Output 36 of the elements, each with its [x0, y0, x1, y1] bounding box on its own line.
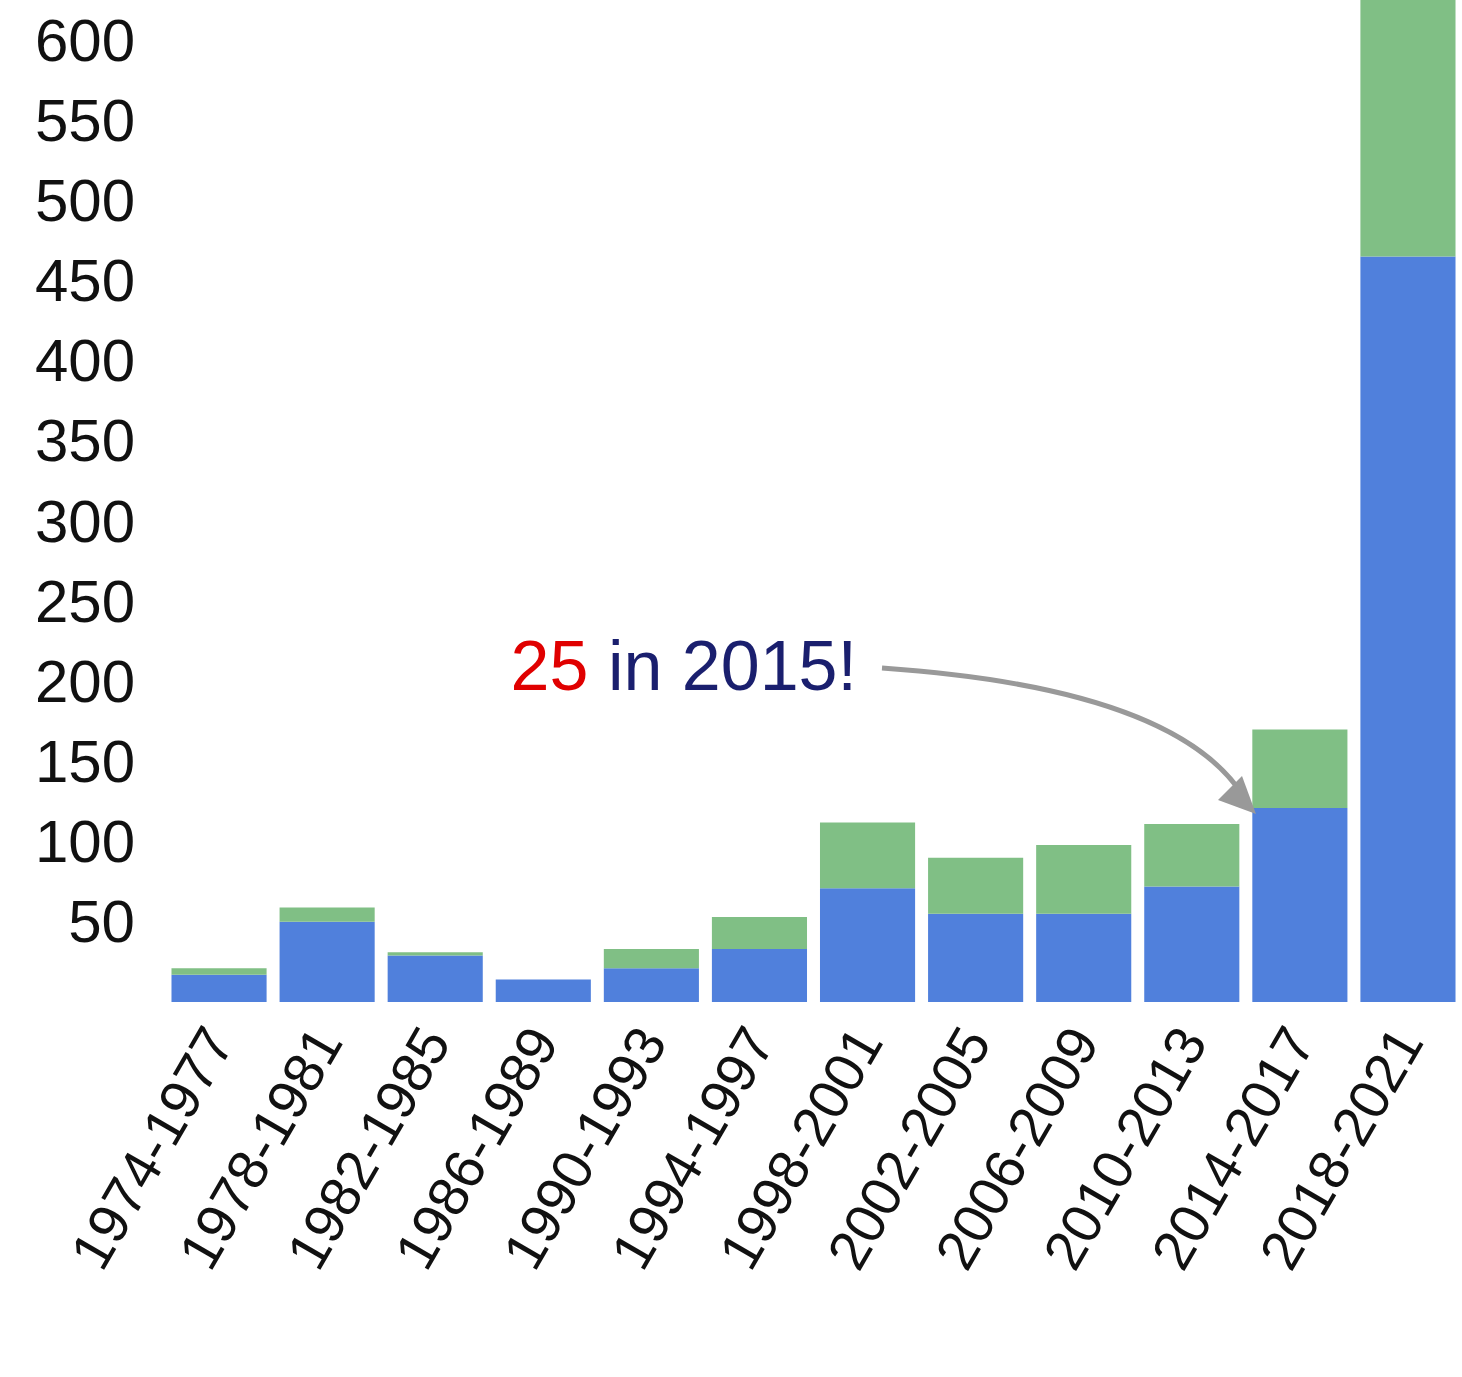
bar	[1144, 886, 1240, 1002]
bar	[711, 917, 808, 950]
y-tick-label: 200	[34, 647, 135, 715]
bar	[387, 955, 483, 1002]
y-tick-label: 350	[34, 407, 135, 475]
y-tick-label: 600	[34, 6, 135, 74]
bar	[1036, 844, 1132, 914]
y-tick-label: 450	[34, 247, 135, 315]
bar	[387, 952, 483, 956]
bar	[279, 907, 375, 922]
bar	[603, 949, 699, 969]
bar	[819, 888, 916, 1002]
bar	[819, 822, 916, 889]
y-tick-label: 150	[34, 728, 135, 796]
bar	[171, 968, 267, 975]
y-tick-label: 100	[34, 808, 135, 876]
bar	[1252, 808, 1348, 1002]
bar	[928, 913, 1024, 1002]
bar	[171, 974, 267, 1002]
bar	[711, 949, 808, 1002]
y-tick-label: 250	[34, 567, 135, 635]
bar	[279, 921, 375, 1002]
bar	[1360, 256, 1456, 1002]
bar	[928, 857, 1024, 914]
y-tick-label: 500	[34, 166, 135, 234]
bar	[1360, 0, 1456, 257]
bar	[603, 968, 699, 1002]
y-tick-label: 550	[34, 86, 135, 154]
bar	[1144, 824, 1240, 887]
annotation: 25 in 2015!	[510, 627, 857, 705]
bar	[495, 979, 591, 1002]
bar	[1252, 729, 1348, 809]
y-tick-label: 50	[68, 888, 135, 956]
y-tick-label: 400	[34, 327, 135, 395]
bar	[1036, 913, 1132, 1002]
y-tick-label: 300	[34, 487, 135, 555]
